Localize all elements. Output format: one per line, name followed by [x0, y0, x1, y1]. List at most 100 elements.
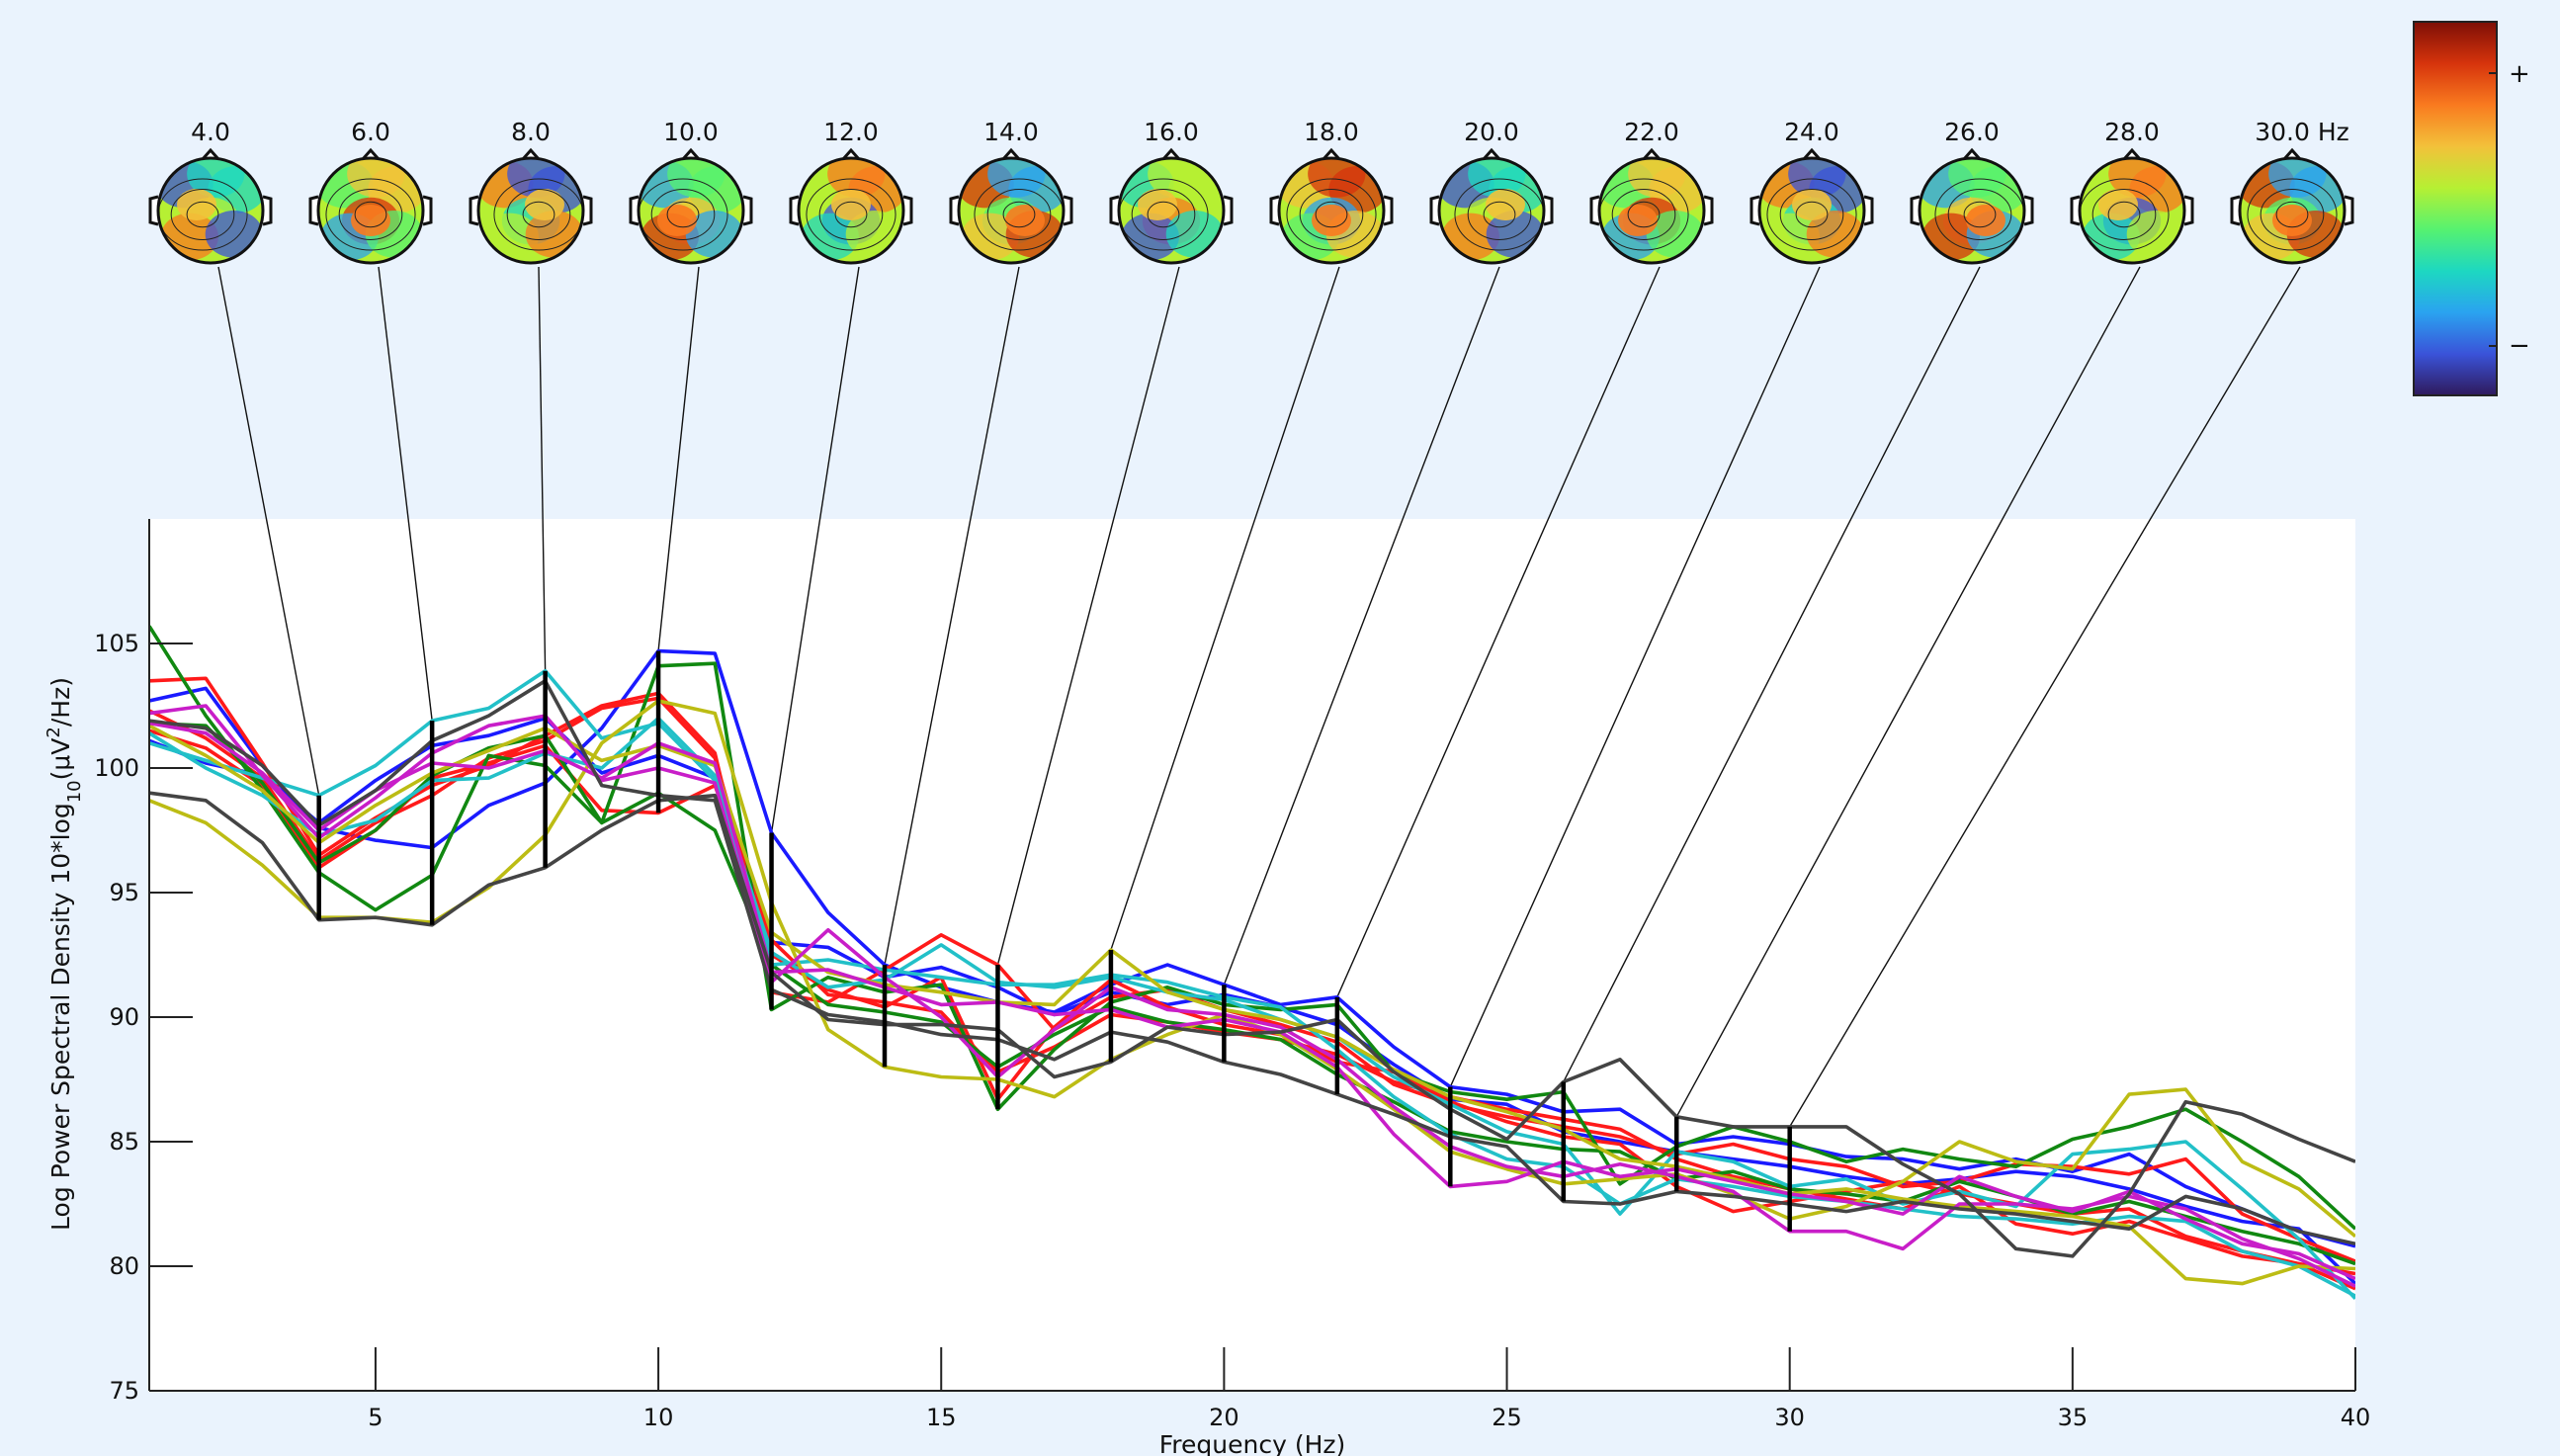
y-tick-label: 95: [109, 879, 139, 906]
connector-line: [884, 266, 1020, 966]
head-left-ear: [789, 195, 800, 226]
x-axis-label: Frequency (Hz): [1159, 1430, 1346, 1456]
connector-line: [217, 266, 320, 796]
scalp-map: 16.0: [1109, 118, 1234, 265]
head-outline: [797, 156, 905, 265]
head-outline: [1757, 156, 1866, 265]
connector-line: [1563, 266, 1981, 1082]
connector-line: [1223, 266, 1500, 985]
head-left-ear: [1429, 195, 1440, 226]
x-tick-label: 25: [1492, 1404, 1522, 1431]
head-right-ear: [1543, 195, 1554, 226]
head-outline: [2238, 156, 2347, 265]
spectrum-line-9: [149, 716, 2355, 1298]
colorbar-minus-label: −: [2509, 331, 2530, 361]
head-outline: [1277, 156, 1386, 265]
frequency-marker-bars: [316, 650, 1792, 1232]
scalp-map-label: 28.0: [2104, 118, 2160, 146]
y-tick-label: 90: [109, 1003, 139, 1031]
y-tick-label: 75: [109, 1377, 139, 1405]
head-right-ear: [1383, 195, 1394, 226]
head-left-ear: [469, 195, 479, 226]
head-right-ear: [262, 195, 273, 226]
scalp-map: 4.0: [148, 118, 273, 265]
head-outline: [476, 156, 585, 265]
x-tick-label: 20: [1209, 1404, 1239, 1431]
x-tick-label: 30: [1774, 1404, 1805, 1431]
spectrum-lines: [149, 625, 2355, 1301]
y-tick-label: 85: [109, 1128, 139, 1156]
head-right-ear: [1063, 195, 1073, 226]
scalp-map-label: 4.0: [191, 118, 230, 146]
head-left-ear: [2230, 195, 2241, 226]
scalp-map: 10.0: [629, 118, 753, 265]
scalp-map: 20.0: [1429, 118, 1554, 265]
head-outline: [1437, 156, 1546, 265]
x-tick-label: 10: [643, 1404, 674, 1431]
connector-line: [657, 266, 700, 651]
connector-line: [538, 266, 547, 671]
connector-lines: [217, 266, 2301, 1128]
scalp-map-label: 16.0: [1144, 118, 1199, 146]
head-right-ear: [742, 195, 753, 226]
connector-line: [1675, 266, 2141, 1118]
colorbar-plus-label: +: [2509, 59, 2530, 89]
y-tick-label: 100: [94, 754, 139, 782]
head-outline: [957, 156, 1066, 265]
connector-line: [1110, 266, 1340, 951]
head-right-ear: [1863, 195, 1874, 226]
scalp-topography: [799, 158, 903, 263]
head-left-ear: [2070, 195, 2081, 226]
y-axis-label: Log Power Spectral Density 10*log10(μV2/…: [43, 677, 85, 1231]
scalp-map: 28.0: [2070, 118, 2194, 265]
scalp-maps: 4.0 6.0 8.0 10.0 12.0 14.0 16.0 18.0 20.0 22.0 24.…: [148, 118, 2354, 265]
head-right-ear: [1703, 195, 1714, 226]
scalp-topography: [478, 158, 583, 263]
spectrum-line-11: [149, 724, 2355, 1286]
y-tick-label: 105: [94, 630, 139, 657]
scalp-map-label: 20.0: [1464, 118, 1519, 146]
head-left-ear: [1910, 195, 1920, 226]
head-left-ear: [1749, 195, 1760, 226]
head-right-ear: [902, 195, 913, 226]
head-outline: [1918, 156, 2026, 265]
head-left-ear: [1269, 195, 1280, 226]
head-outline: [2078, 156, 2186, 265]
scalp-map: 30.0 Hz: [2230, 118, 2354, 265]
axes: [148, 519, 2355, 1392]
head-outline: [1597, 156, 1706, 265]
scalp-map-label: 12.0: [823, 118, 879, 146]
scalp-map-label: 8.0: [511, 118, 551, 146]
head-left-ear: [1109, 195, 1120, 226]
head-left-ear: [148, 195, 159, 226]
scalp-map-label: 30.0 Hz: [2255, 118, 2349, 146]
head-left-ear: [308, 195, 319, 226]
head-outline: [316, 156, 425, 265]
scalp-map: 18.0: [1269, 118, 1394, 265]
spectrum-line-12: [149, 704, 2355, 1288]
scalp-map: 22.0: [1589, 118, 1714, 265]
scalp-map: 12.0: [789, 118, 913, 265]
y-ticks: 75 80 85 90 95 100 105: [94, 630, 193, 1405]
head-right-ear: [422, 195, 433, 226]
colorbar-bar: [2413, 21, 2498, 396]
connector-line: [996, 266, 1180, 966]
head-right-ear: [2183, 195, 2194, 226]
connector-line: [1789, 266, 2301, 1128]
scalp-map: 26.0: [1910, 118, 2034, 265]
scalp-map-label: 22.0: [1624, 118, 1679, 146]
spectrum-line-8: [149, 668, 2355, 1301]
scalp-map-label: 6.0: [351, 118, 390, 146]
head-outline: [1117, 156, 1226, 265]
x-tick-label: 40: [2341, 1404, 2371, 1431]
x-tick-label: 5: [368, 1404, 383, 1431]
scalp-map: 24.0: [1749, 118, 1874, 265]
head-right-ear: [2023, 195, 2034, 226]
head-right-ear: [1223, 195, 1234, 226]
head-left-ear: [949, 195, 960, 226]
head-outline: [156, 156, 265, 265]
head-outline: [637, 156, 745, 265]
head-right-ear: [2344, 195, 2354, 226]
x-ticks: 5 10 15 20 25 30 35 40: [368, 1347, 2370, 1431]
